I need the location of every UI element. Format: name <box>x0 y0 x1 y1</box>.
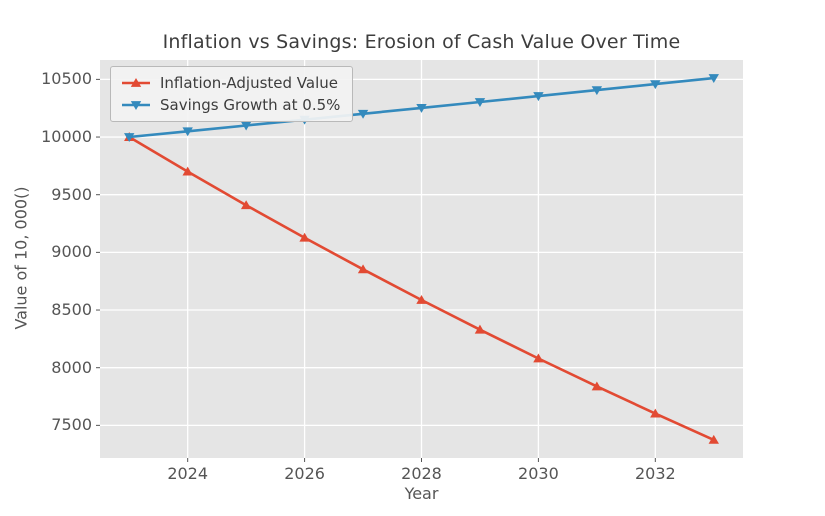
series-marker-1 <box>474 98 486 108</box>
series-marker-1 <box>416 104 427 113</box>
x-tick-label: 2028 <box>401 464 442 483</box>
x-tick-label: 2026 <box>284 464 325 483</box>
legend-marker-inflation-icon <box>122 78 150 87</box>
series-marker-1 <box>708 74 719 84</box>
y-tick-label: 8000 <box>51 357 92 377</box>
legend-item-savings: Savings Growth at 0.5% <box>120 96 340 114</box>
series-marker-0 <box>240 200 252 210</box>
legend: Inflation-Adjusted Value Savings Growth … <box>110 66 354 122</box>
series-marker-0 <box>182 166 193 176</box>
y-tick-label: 9000 <box>51 242 92 262</box>
legend-label-savings: Savings Growth at 0.5% <box>160 96 341 114</box>
y-tick-label: 10000 <box>41 127 92 147</box>
series-marker-0 <box>474 324 486 334</box>
x-tick-label: 2032 <box>634 464 676 483</box>
series-marker-1 <box>533 92 544 102</box>
x-axis-label: Year <box>404 484 439 503</box>
legend-sample-marker <box>130 101 142 110</box>
series-marker-0 <box>650 408 661 418</box>
series-marker-1 <box>240 121 252 131</box>
series-marker-0 <box>533 353 544 363</box>
series-marker-1 <box>650 80 661 90</box>
series-marker-1 <box>124 133 135 143</box>
x-tick-label: 2030 <box>518 464 559 483</box>
legend-sample-marker <box>130 78 142 87</box>
y-tick-label: 8500 <box>51 300 92 320</box>
x-tick-label: 2024 <box>167 464 209 483</box>
series-marker-0 <box>416 294 427 304</box>
y-tick-label: 9500 <box>51 184 92 204</box>
series-marker-1 <box>591 86 603 96</box>
series-marker-1 <box>357 109 369 119</box>
legend-marker-savings-icon <box>122 101 150 110</box>
series-marker-1 <box>182 127 193 137</box>
legend-label-inflation: Inflation-Adjusted Value <box>160 74 338 92</box>
series-marker-0 <box>357 264 369 274</box>
series-marker-0 <box>708 434 719 444</box>
chart-title: Inflation vs Savings: Erosion of Cash Va… <box>162 31 681 53</box>
series-marker-0 <box>299 232 310 242</box>
series-marker-0 <box>591 381 603 391</box>
y-tick-label: 10500 <box>41 69 92 89</box>
legend-item-inflation: Inflation-Adjusted Value <box>120 74 340 92</box>
y-tick-label: 7500 <box>51 415 92 435</box>
